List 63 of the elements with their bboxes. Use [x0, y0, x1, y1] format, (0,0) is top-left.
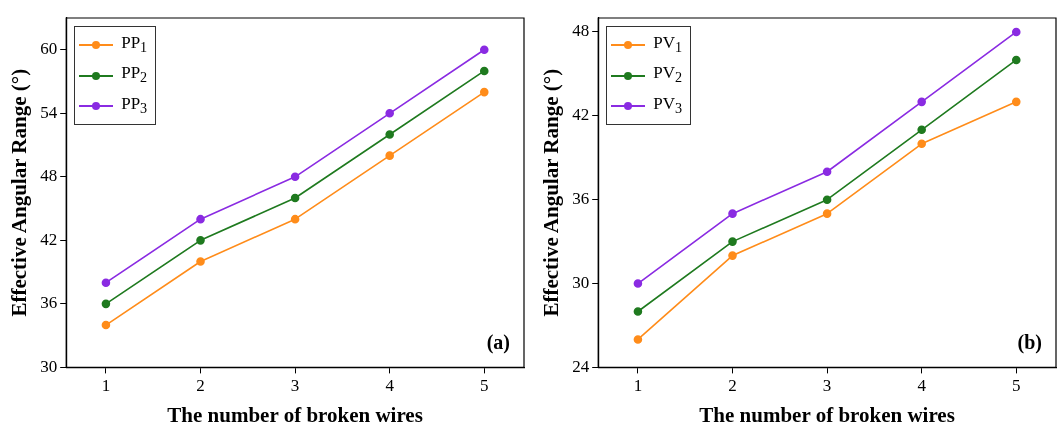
point: [290, 193, 300, 203]
y-axis-title: Effective Angular Range (°): [7, 68, 32, 317]
point: [479, 87, 489, 97]
point: [385, 130, 394, 139]
legend-label: PP$_{3}$: [121, 92, 148, 119]
point: [1011, 27, 1021, 37]
y-tick-label: 60: [40, 39, 58, 59]
y-tick-label: 36: [572, 189, 590, 209]
point: [479, 66, 489, 76]
point: [385, 108, 394, 118]
y-tick-label: 30: [572, 273, 590, 293]
x-tick-label: 1: [101, 376, 111, 396]
point: [633, 335, 643, 344]
x-axis-title: The number of broken wires: [167, 402, 423, 427]
legend-label: PV$_{1}$: [653, 32, 682, 58]
y-axis-title: Effective Angular Range (°): [539, 68, 564, 317]
legend-label: PP$_{1}$: [121, 32, 148, 58]
x-tick-label: 5: [480, 376, 489, 396]
y-tick-label: 36: [40, 293, 58, 313]
y-tick-label: 42: [40, 229, 58, 249]
point: [728, 251, 737, 260]
point: [196, 257, 205, 266]
point: [917, 125, 926, 135]
annotation: (b): [1017, 330, 1042, 354]
y-tick-label: 42: [572, 105, 590, 125]
point: [196, 236, 205, 245]
y-tick-label: 48: [40, 166, 58, 186]
x-tick-label: 3: [822, 376, 832, 396]
x-tick-label: 5: [1012, 376, 1021, 396]
annotation: (a): [486, 330, 510, 354]
point: [479, 45, 489, 55]
point: [917, 97, 926, 107]
x-tick-label: 3: [290, 376, 300, 396]
point: [822, 167, 832, 177]
y-tick-label: 24: [572, 356, 590, 376]
point: [290, 214, 300, 224]
point: [290, 172, 300, 182]
y-tick-label: 30: [40, 356, 58, 376]
x-tick-label: 2: [196, 376, 205, 396]
point: [822, 209, 832, 218]
x-tick-label: 4: [917, 376, 927, 396]
point: [101, 299, 111, 309]
point: [1011, 55, 1021, 65]
x-tick-label: 2: [728, 376, 737, 396]
x-tick-label: 4: [385, 376, 395, 396]
legend-label: PV$_{3}$: [653, 92, 682, 119]
point: [385, 151, 394, 160]
y-tick-label: 54: [40, 102, 58, 122]
legend-label: PP$_{2}$: [121, 62, 148, 88]
point: [728, 237, 737, 246]
point: [728, 209, 737, 218]
point: [101, 278, 111, 287]
point: [196, 214, 205, 224]
x-axis-title: The number of broken wires: [699, 402, 955, 427]
point: [633, 279, 643, 288]
point: [101, 320, 111, 330]
point: [822, 195, 832, 204]
y-tick-label: 48: [572, 21, 590, 41]
x-tick-label: 1: [633, 376, 643, 396]
point: [1011, 97, 1021, 107]
legend-label: PV$_{2}$: [653, 62, 682, 88]
point: [633, 307, 643, 316]
point: [917, 139, 926, 149]
